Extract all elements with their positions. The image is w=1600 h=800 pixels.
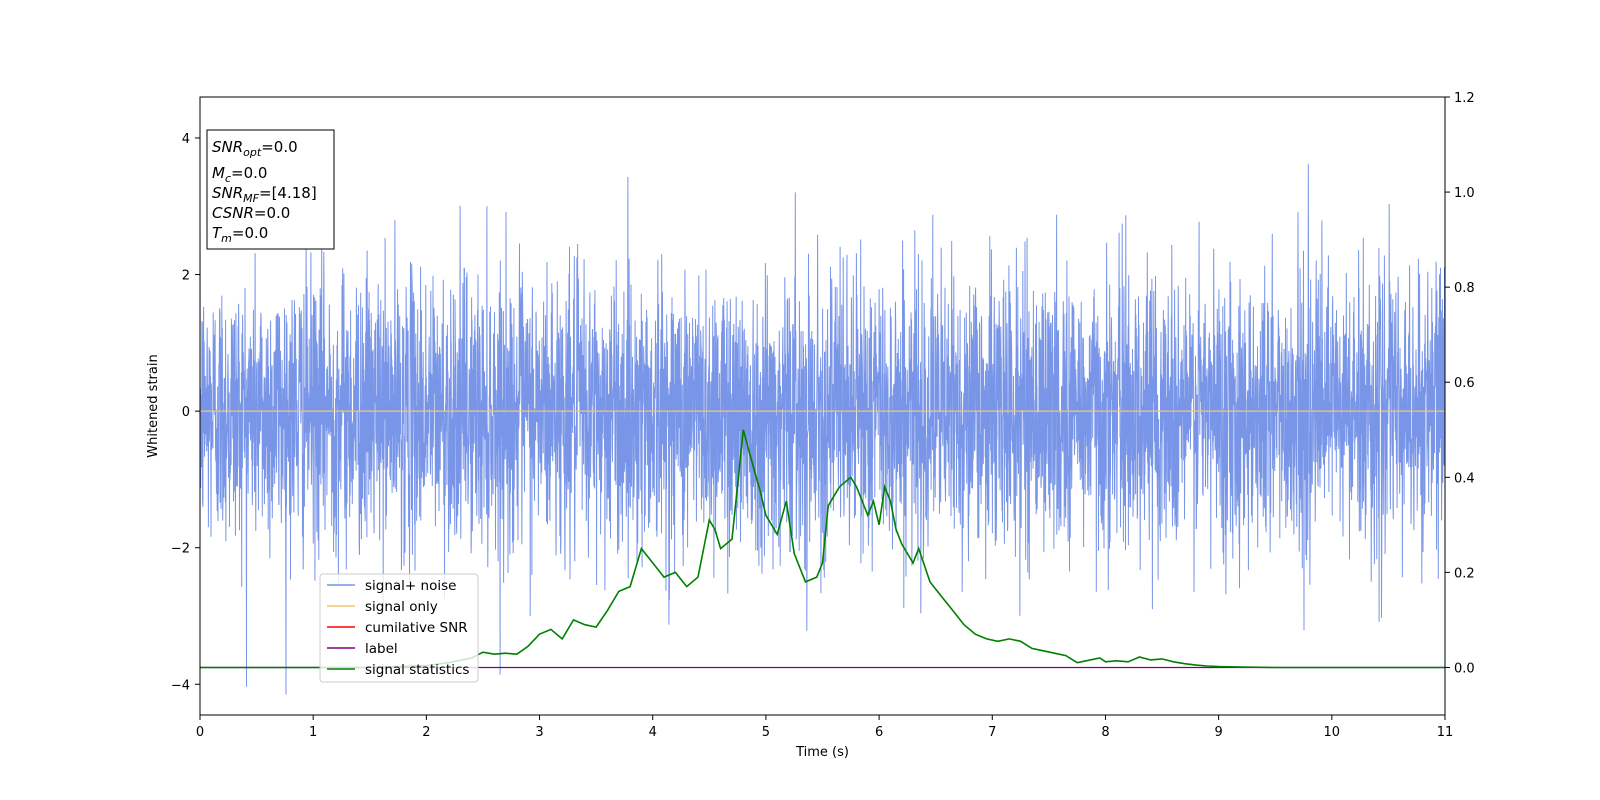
- x-tick-label: 6: [875, 725, 883, 740]
- y2-tick-label: 1.2: [1454, 91, 1475, 106]
- annotation-line: SNRopt=0.0: [212, 138, 298, 159]
- x-tick-label: 10: [1324, 725, 1341, 740]
- y2-tick-label: 1.0: [1454, 186, 1475, 201]
- y2-tick-label: 0.6: [1454, 376, 1475, 391]
- y2-tick-label: 0.4: [1454, 471, 1475, 486]
- x-tick-label: 11: [1437, 725, 1454, 740]
- legend-label: label: [365, 641, 398, 657]
- annotation-value: =0.0: [232, 224, 268, 242]
- annotation-symbol: M: [212, 164, 225, 182]
- annotation-subscript: c: [225, 172, 231, 185]
- legend-label: signal+ noise: [365, 578, 456, 594]
- x-tick-label: 5: [762, 725, 770, 740]
- signal-noise-series: [199, 163, 1446, 695]
- x-tick-label: 8: [1101, 725, 1109, 740]
- plot-frame: [199, 96, 1446, 716]
- y-tick-label: −2: [171, 542, 190, 557]
- annotation-subscript: MF: [243, 192, 259, 205]
- annotation-line: Tm=0.0: [212, 224, 268, 245]
- y-axis-label: Whitened strain: [146, 354, 161, 457]
- x-axis-label: Time (s): [795, 745, 849, 760]
- y2-tick-label: 0.0: [1454, 661, 1475, 676]
- annotation-symbol: CSNR: [212, 204, 254, 222]
- signal-statistics-line: [200, 429, 1445, 669]
- legend-frame: [319, 573, 479, 683]
- x-tick-label: 1: [309, 725, 317, 740]
- x-tick-label: 3: [535, 725, 543, 740]
- y-tick-label: 2: [182, 269, 190, 284]
- x-axis: 0 1 2 3 4 5 6 7 8 9 10 11: [196, 715, 1453, 740]
- y-axis-left: 4 2 0 −2 −4: [171, 132, 200, 693]
- annotation-value: =0.0: [254, 204, 290, 222]
- x-tick-label: 4: [649, 725, 657, 740]
- y-tick-label: 4: [182, 132, 190, 147]
- annotation-frame: [206, 129, 335, 250]
- legend-label: signal statistics: [365, 662, 469, 678]
- y-tick-label: −4: [171, 678, 190, 693]
- x-tick-label: 9: [1214, 725, 1222, 740]
- annotation-line: Mc=0.0: [212, 164, 267, 185]
- y2-tick-label: 0.2: [1454, 566, 1475, 581]
- x-tick-label: 0: [196, 725, 204, 740]
- annotation-value: =0.0: [261, 138, 297, 156]
- x-tick-label: 7: [988, 725, 996, 740]
- y-tick-label: 0: [182, 405, 190, 420]
- annotation-line: SNRMF=[4.18]: [212, 184, 317, 205]
- annotation-subscript: m: [221, 232, 232, 245]
- annotation-value: =[4.18]: [259, 184, 317, 202]
- annotation-box: SNRopt=0.0Mc=0.0SNRMF=[4.18]CSNR=0.0Tm=0…: [206, 129, 335, 250]
- signal-noise-line: [199, 163, 1446, 695]
- annotation-symbol: SNR: [212, 184, 243, 202]
- x-tick-label: 2: [422, 725, 430, 740]
- annotation-symbol: SNR: [212, 138, 243, 156]
- annotation-symbol: T: [212, 224, 223, 242]
- legend: signal+ noise signal only cumilative SNR la…: [319, 573, 479, 683]
- annotation-line: CSNR=0.0: [212, 204, 290, 222]
- y2-tick-label: 0.8: [1454, 281, 1475, 296]
- legend-label: cumilative SNR: [365, 620, 468, 636]
- annotation-subscript: opt: [243, 146, 262, 159]
- legend-label: signal only: [365, 599, 438, 615]
- y-axis-right: 1.2 1.0 0.8 0.6 0.4 0.2 0.0: [1445, 91, 1475, 676]
- annotation-value: =0.0: [231, 164, 267, 182]
